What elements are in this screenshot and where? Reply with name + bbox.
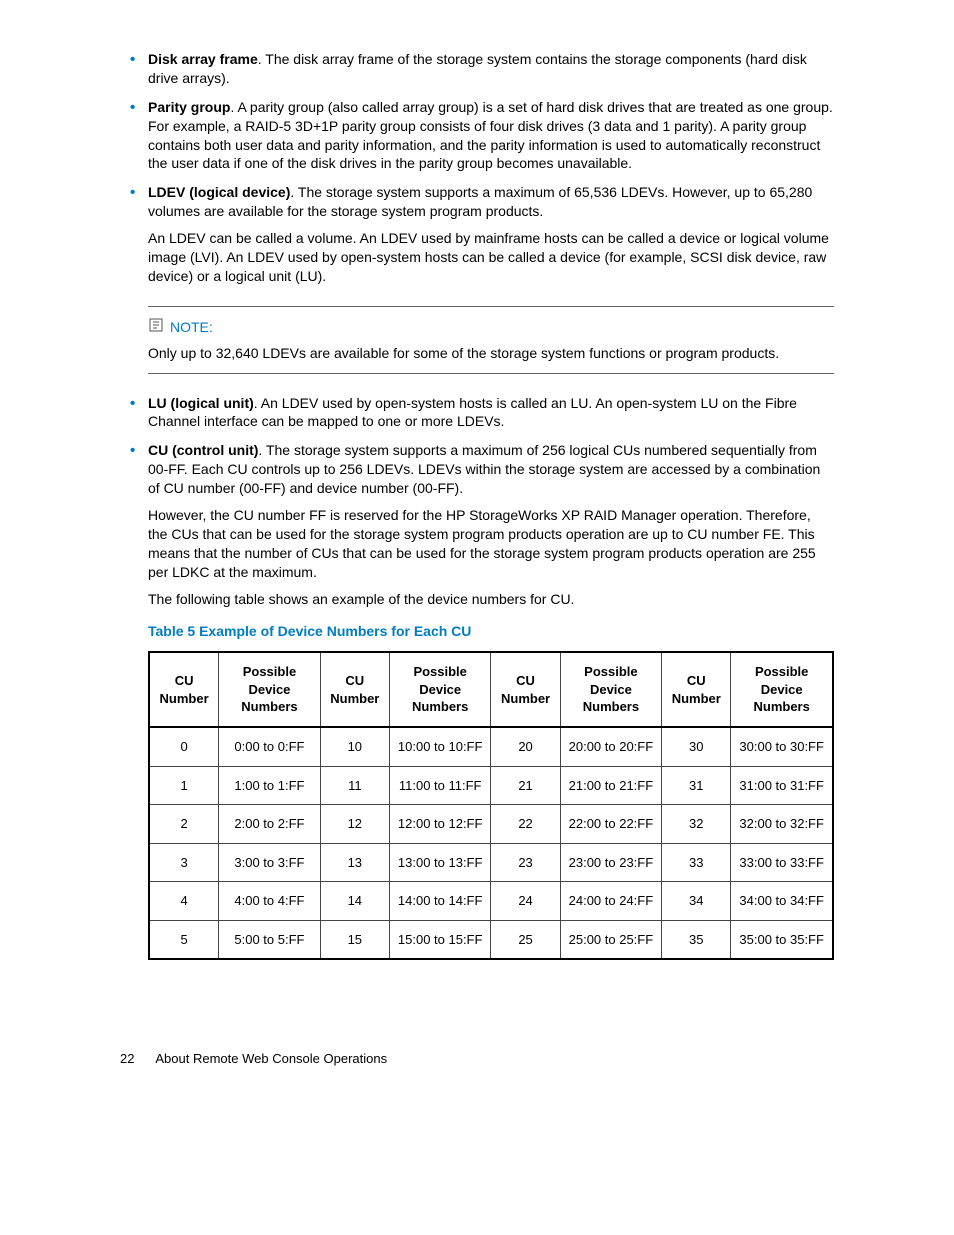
- note-body: Only up to 32,640 LDEVs are available fo…: [148, 344, 834, 363]
- table-cell: 5: [149, 920, 219, 959]
- col-dev: Possible Device Numbers: [219, 652, 321, 727]
- bullet-cu: CU (control unit). The storage system su…: [120, 441, 834, 608]
- col-dev: Possible Device Numbers: [560, 652, 662, 727]
- table-row: 33:00 to 3:FF1313:00 to 13:FF2323:00 to …: [149, 843, 833, 882]
- table-cell: 21: [491, 766, 560, 805]
- ldev-paragraph: An LDEV can be called a volume. An LDEV …: [148, 229, 834, 286]
- table-cell: 24: [491, 882, 560, 921]
- table-cell: 21:00 to 21:FF: [560, 766, 662, 805]
- table-cell: 24:00 to 24:FF: [560, 882, 662, 921]
- table-header-row: CU Number Possible Device Numbers CU Num…: [149, 652, 833, 727]
- table-cell: 23: [491, 843, 560, 882]
- table-cell: 33: [662, 843, 731, 882]
- table-cell: 31:00 to 31:FF: [731, 766, 833, 805]
- bullet-lu: LU (logical unit). An LDEV used by open-…: [120, 394, 834, 432]
- col-cu: CU Number: [149, 652, 219, 727]
- table-cell: 15: [320, 920, 389, 959]
- term-text: . A parity group (also called array grou…: [148, 99, 833, 172]
- table-cell: 12:00 to 12:FF: [389, 805, 491, 844]
- table-row: 00:00 to 0:FF1010:00 to 10:FF2020:00 to …: [149, 727, 833, 766]
- table-cell: 33:00 to 33:FF: [731, 843, 833, 882]
- table-cell: 31: [662, 766, 731, 805]
- table-cell: 11:00 to 11:FF: [389, 766, 491, 805]
- table-cell: 4:00 to 4:FF: [219, 882, 321, 921]
- term: CU (control unit): [148, 442, 258, 458]
- table-cell: 34:00 to 34:FF: [731, 882, 833, 921]
- table-cell: 25:00 to 25:FF: [560, 920, 662, 959]
- table-cell: 35: [662, 920, 731, 959]
- table-cell: 22: [491, 805, 560, 844]
- page-number: 22: [120, 1051, 134, 1066]
- bullet-parity-group: Parity group. A parity group (also calle…: [120, 98, 834, 174]
- term: LU (logical unit): [148, 395, 254, 411]
- table-cell: 12: [320, 805, 389, 844]
- table-row: 44:00 to 4:FF1414:00 to 14:FF2424:00 to …: [149, 882, 833, 921]
- table-cell: 0: [149, 727, 219, 766]
- table-row: 22:00 to 2:FF1212:00 to 12:FF2222:00 to …: [149, 805, 833, 844]
- table-cell: 14: [320, 882, 389, 921]
- footer-title: About Remote Web Console Operations: [155, 1051, 387, 1066]
- col-cu: CU Number: [491, 652, 560, 727]
- cu-paragraph-1: However, the CU number FF is reserved fo…: [148, 506, 834, 582]
- table-caption: Table 5 Example of Device Numbers for Ea…: [148, 622, 834, 641]
- device-numbers-table: CU Number Possible Device Numbers CU Num…: [148, 651, 834, 960]
- table-cell: 34: [662, 882, 731, 921]
- bullet-ldev: LDEV (logical device). The storage syste…: [120, 183, 834, 285]
- table-cell: 11: [320, 766, 389, 805]
- note-label: NOTE:: [170, 318, 213, 337]
- table-cell: 3:00 to 3:FF: [219, 843, 321, 882]
- bullet-disk-array: Disk array frame. The disk array frame o…: [120, 50, 834, 88]
- table-cell: 20: [491, 727, 560, 766]
- term: Parity group: [148, 99, 230, 115]
- bullet-list-bottom: LU (logical unit). An LDEV used by open-…: [120, 394, 834, 609]
- table-row: 11:00 to 1:FF1111:00 to 11:FF2121:00 to …: [149, 766, 833, 805]
- table-cell: 25: [491, 920, 560, 959]
- table-cell: 23:00 to 23:FF: [560, 843, 662, 882]
- table-cell: 14:00 to 14:FF: [389, 882, 491, 921]
- term: LDEV (logical device): [148, 184, 290, 200]
- table-cell: 13: [320, 843, 389, 882]
- table-body: 00:00 to 0:FF1010:00 to 10:FF2020:00 to …: [149, 727, 833, 959]
- table-cell: 32:00 to 32:FF: [731, 805, 833, 844]
- table-cell: 20:00 to 20:FF: [560, 727, 662, 766]
- note-block: NOTE: Only up to 32,640 LDEVs are availa…: [148, 306, 834, 374]
- bullet-list-top: Disk array frame. The disk array frame o…: [120, 50, 834, 286]
- table-cell: 30:00 to 30:FF: [731, 727, 833, 766]
- table-cell: 13:00 to 13:FF: [389, 843, 491, 882]
- table-cell: 2:00 to 2:FF: [219, 805, 321, 844]
- table-cell: 1:00 to 1:FF: [219, 766, 321, 805]
- table-cell: 4: [149, 882, 219, 921]
- term: Disk array frame: [148, 51, 258, 67]
- table-cell: 22:00 to 22:FF: [560, 805, 662, 844]
- table-cell: 2: [149, 805, 219, 844]
- table-cell: 10: [320, 727, 389, 766]
- table-head: CU Number Possible Device Numbers CU Num…: [149, 652, 833, 727]
- table-cell: 32: [662, 805, 731, 844]
- table-cell: 0:00 to 0:FF: [219, 727, 321, 766]
- page-footer: 22 About Remote Web Console Operations: [120, 1050, 834, 1068]
- note-icon: [148, 317, 164, 338]
- table-cell: 3: [149, 843, 219, 882]
- col-cu: CU Number: [320, 652, 389, 727]
- col-dev: Possible Device Numbers: [731, 652, 833, 727]
- cu-paragraph-2: The following table shows an example of …: [148, 590, 834, 609]
- note-header: NOTE:: [148, 317, 834, 338]
- table-cell: 5:00 to 5:FF: [219, 920, 321, 959]
- table-cell: 35:00 to 35:FF: [731, 920, 833, 959]
- table-cell: 15:00 to 15:FF: [389, 920, 491, 959]
- table-row: 55:00 to 5:FF1515:00 to 15:FF2525:00 to …: [149, 920, 833, 959]
- col-dev: Possible Device Numbers: [389, 652, 491, 727]
- table-cell: 30: [662, 727, 731, 766]
- table-cell: 1: [149, 766, 219, 805]
- table-cell: 10:00 to 10:FF: [389, 727, 491, 766]
- col-cu: CU Number: [662, 652, 731, 727]
